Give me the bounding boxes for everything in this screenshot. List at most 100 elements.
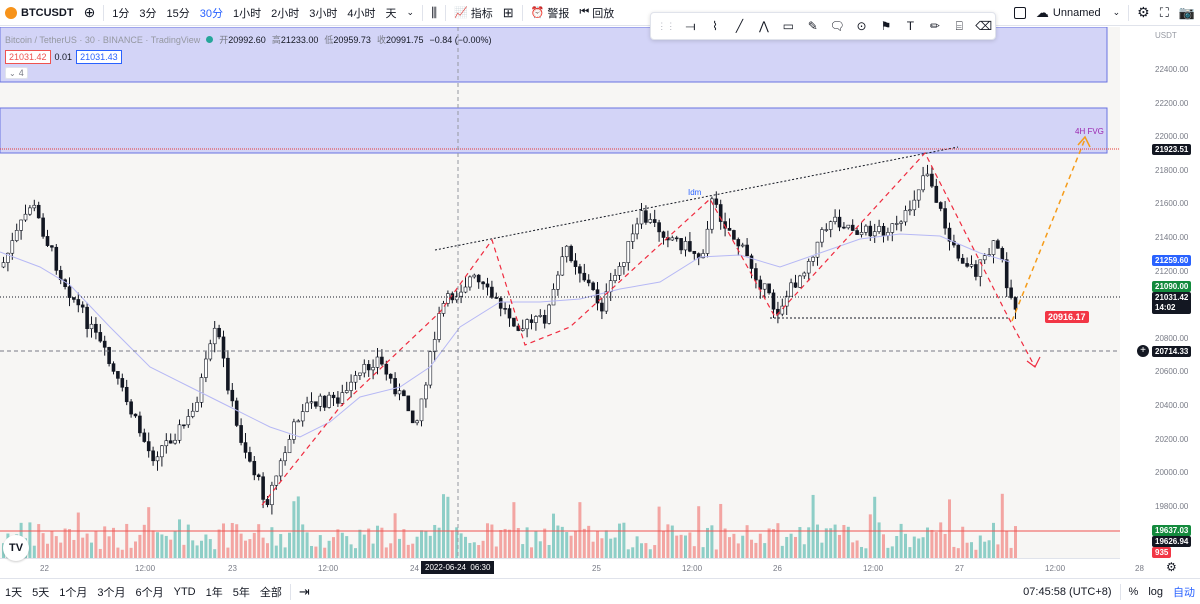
paint-icon[interactable]: ⌸ bbox=[955, 18, 963, 33]
pencil-icon[interactable]: ✏ bbox=[929, 19, 940, 33]
volume-bar bbox=[842, 524, 846, 558]
interval-1m[interactable]: 1分 bbox=[112, 7, 130, 20]
volume-bar bbox=[98, 548, 102, 558]
bid-price[interactable]: 21031.42 bbox=[5, 50, 51, 64]
bitcoin-icon bbox=[5, 6, 17, 19]
indicators-button[interactable]: 📈 指标 bbox=[449, 0, 498, 26]
interval-1h[interactable]: 1小时 bbox=[233, 7, 262, 20]
add-symbol-icon[interactable]: ⊕ bbox=[83, 4, 96, 20]
rectangle-icon[interactable]: ▭ bbox=[782, 19, 794, 33]
interval-3h[interactable]: 3小时 bbox=[309, 7, 338, 20]
range-1y[interactable]: 1年 bbox=[205, 586, 223, 599]
auto-toggle[interactable]: 自动 bbox=[1173, 586, 1195, 599]
candle-body bbox=[428, 351, 433, 386]
interval-15m[interactable]: 15分 bbox=[166, 7, 190, 20]
callout-icon[interactable]: 🗨 bbox=[829, 19, 845, 33]
path-icon[interactable]: ⌇ bbox=[712, 19, 718, 33]
percent-toggle[interactable]: % bbox=[1128, 585, 1139, 598]
fvg-zone[interactable] bbox=[0, 107, 1108, 154]
candle-body bbox=[287, 439, 292, 454]
candle-body bbox=[657, 222, 661, 233]
settings-icon[interactable]: ⚙ bbox=[1137, 4, 1150, 20]
candle-body bbox=[459, 291, 463, 297]
volume-bar bbox=[582, 528, 586, 558]
symbol-search[interactable]: BTCUSDT bbox=[0, 0, 79, 26]
candle-body bbox=[556, 274, 560, 290]
volume-bar bbox=[631, 547, 635, 558]
interval-3m[interactable]: 3分 bbox=[139, 7, 157, 20]
candle-body bbox=[538, 315, 543, 317]
clock-time[interactable]: 07:45:58 (UTC+8) bbox=[1023, 585, 1112, 598]
tradingview-logo[interactable]: TV bbox=[3, 535, 29, 561]
layout-button[interactable]: ☁ Unnamed ⌄ bbox=[1031, 0, 1125, 26]
candle-type-icon[interactable]: ⫼ bbox=[431, 4, 438, 20]
candle-body bbox=[1, 262, 6, 268]
interval-30m[interactable]: 30分 bbox=[199, 7, 224, 20]
drag-handle-icon[interactable]: ⋮⋮ bbox=[657, 20, 676, 31]
chart-canvas[interactable]: 4H FVG Idm bbox=[0, 27, 1200, 578]
volume-bar bbox=[94, 531, 98, 558]
volume-bar bbox=[688, 532, 692, 558]
candle-body bbox=[573, 260, 578, 267]
range-1d[interactable]: 1天 bbox=[5, 586, 23, 599]
trendline-dotted[interactable] bbox=[434, 146, 959, 251]
volume-bar bbox=[640, 543, 643, 558]
chart-area[interactable]: 4H FVG Idm 22400.00 22200.00 22000.00 21800… bbox=[0, 27, 1200, 578]
ma-price-tag: 21259.60 bbox=[1152, 255, 1192, 266]
candle-body bbox=[564, 245, 569, 258]
volume-bar bbox=[613, 537, 617, 558]
candle-body bbox=[749, 255, 754, 269]
range-all[interactable]: 全部 bbox=[259, 586, 282, 599]
crosshair-plus-icon[interactable]: + bbox=[1137, 345, 1149, 357]
alert-button[interactable]: ⏰ 警报 bbox=[526, 0, 575, 26]
candle-body bbox=[138, 415, 142, 434]
trend-line-icon[interactable]: ╱ bbox=[735, 19, 744, 33]
candle-body bbox=[1000, 248, 1005, 260]
interval-2h[interactable]: 2小时 bbox=[271, 7, 300, 20]
axis-settings-icon[interactable]: ⚙ bbox=[1166, 560, 1177, 574]
ask-price[interactable]: 21031.43 bbox=[76, 50, 122, 64]
volume-bar bbox=[978, 535, 982, 558]
brush-icon[interactable]: ✎ bbox=[807, 19, 818, 33]
indicator-toggle[interactable]: ⌄ 4 bbox=[5, 67, 28, 79]
range-6m[interactable]: 6个月 bbox=[135, 586, 164, 599]
target-price-tag[interactable]: 20916.17 bbox=[1045, 311, 1089, 323]
volume-bar bbox=[481, 540, 485, 558]
interval-4h[interactable]: 4小时 bbox=[347, 7, 376, 20]
orange-projection[interactable] bbox=[1011, 138, 1086, 322]
camera-icon[interactable]: 📷 bbox=[1178, 4, 1195, 20]
volume-bar bbox=[142, 524, 146, 558]
range-1m[interactable]: 1个月 bbox=[59, 586, 88, 599]
range-3m[interactable]: 3个月 bbox=[97, 586, 126, 599]
volume-bar bbox=[32, 545, 36, 558]
horizontal-ray-icon[interactable]: ⟞ bbox=[685, 18, 696, 33]
flag-icon[interactable]: ⚑ bbox=[880, 19, 892, 33]
goto-date-icon[interactable]: ⇥ bbox=[298, 583, 310, 599]
chevron-down-icon[interactable]: ⌄ bbox=[406, 7, 415, 17]
replay-button[interactable]: ⏮ 回放 bbox=[574, 0, 619, 26]
legend-title[interactable]: Bitcoin / TetherUS · 30 · BINANCE · Trad… bbox=[5, 34, 201, 45]
text-icon[interactable]: T bbox=[906, 19, 915, 33]
volume-bar bbox=[758, 533, 762, 558]
eraser-icon[interactable]: ⌫ bbox=[975, 19, 993, 33]
zigzag-projection[interactable] bbox=[261, 151, 1036, 506]
volume-bar bbox=[340, 532, 344, 558]
layout-checkbox[interactable] bbox=[1009, 0, 1031, 26]
circle-icon[interactable]: ⊙ bbox=[856, 19, 867, 33]
range-ytd[interactable]: YTD bbox=[173, 585, 196, 598]
volume-bar bbox=[235, 524, 239, 558]
crosshair-time: 06:30 bbox=[470, 563, 491, 572]
volume-bar bbox=[499, 530, 503, 558]
volume-bar bbox=[618, 523, 621, 558]
range-5y[interactable]: 5年 bbox=[232, 586, 250, 599]
polyline-icon[interactable]: ⋀ bbox=[758, 19, 769, 33]
interval-1d[interactable]: 天 bbox=[385, 7, 397, 20]
candle-body bbox=[239, 425, 243, 443]
log-toggle[interactable]: log bbox=[1148, 585, 1163, 598]
templates-icon[interactable]: ⊞ bbox=[502, 4, 514, 20]
fullscreen-icon[interactable]: ⛶ bbox=[1159, 4, 1169, 20]
candle-body bbox=[894, 223, 899, 225]
range-5d[interactable]: 5天 bbox=[32, 586, 50, 599]
volume-bar bbox=[464, 536, 467, 558]
time-axis[interactable]: 22 12:00 23 12:00 24 25 12:00 26 12:00 27 12:00 28 bbox=[0, 558, 1144, 578]
